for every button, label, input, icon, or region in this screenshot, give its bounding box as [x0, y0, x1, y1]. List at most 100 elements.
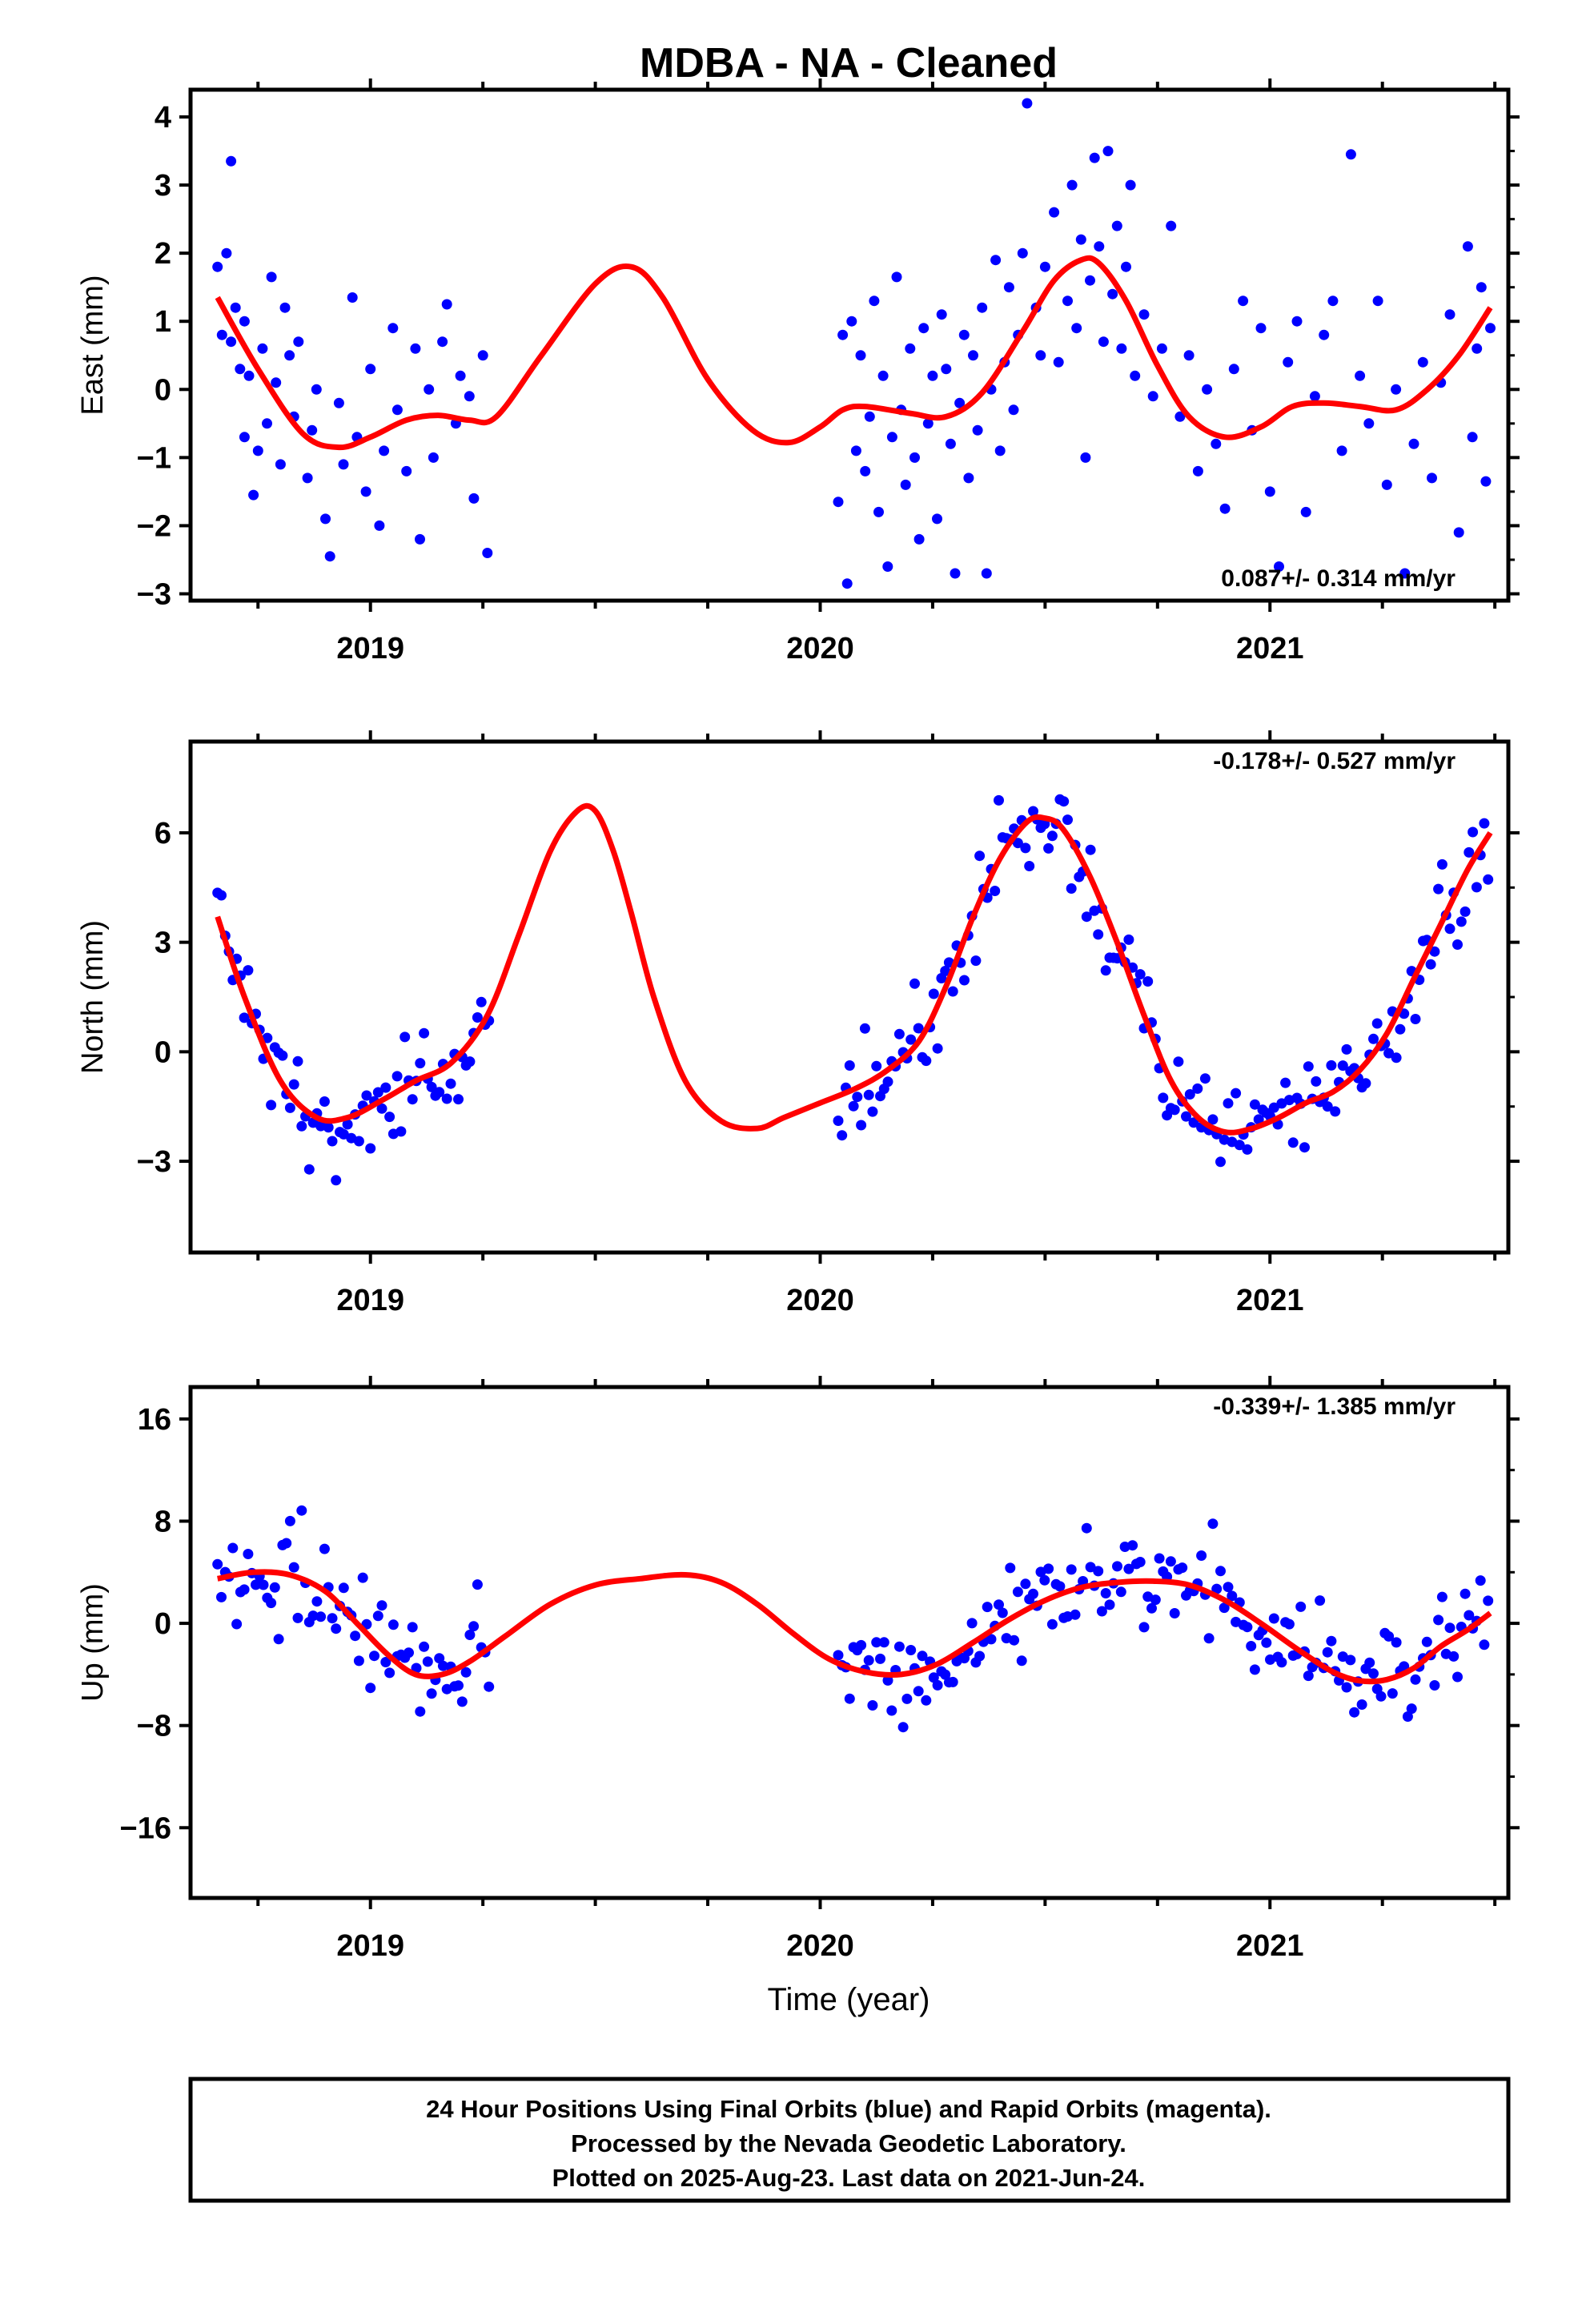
- north-data-point: [1043, 842, 1054, 854]
- north-data-point: [1303, 1061, 1314, 1072]
- north-data-point: [400, 1031, 411, 1043]
- north-data-point: [1436, 858, 1447, 870]
- north-data-point: [472, 1012, 483, 1023]
- up-data-point: [1112, 1561, 1122, 1572]
- north-data-point: [863, 1089, 874, 1100]
- north-data-point: [434, 1087, 445, 1098]
- north-data-point: [1330, 1106, 1341, 1117]
- east-data-point: [1039, 261, 1050, 272]
- up-data-point: [1276, 1657, 1287, 1668]
- north-data-point: [1184, 1089, 1195, 1100]
- east-data-point: [981, 568, 992, 579]
- north-data-point: [994, 794, 1004, 806]
- north-data-point: [1134, 969, 1146, 980]
- east-data-point: [284, 350, 295, 361]
- up-data-point: [319, 1543, 330, 1554]
- east-data-point: [936, 309, 947, 320]
- east-data-point: [1111, 220, 1122, 231]
- north-data-point: [396, 1126, 407, 1137]
- north-data-point: [1383, 1047, 1395, 1059]
- up-data-point: [415, 1706, 426, 1717]
- east-data-point: [869, 296, 880, 307]
- up-data-point: [331, 1623, 342, 1634]
- north-data-point: [376, 1103, 387, 1114]
- east-data-point: [1035, 350, 1046, 361]
- up-data-point: [1043, 1563, 1054, 1574]
- north-data-point: [372, 1087, 383, 1098]
- north-rate-label: -0.178+/- 0.527 mm/yr: [1213, 748, 1456, 774]
- east-data-point: [1238, 296, 1249, 307]
- east-plot-frame: [188, 87, 1511, 603]
- up-data-point: [1479, 1639, 1490, 1651]
- east-data-point: [922, 418, 934, 429]
- east-data-point: [333, 397, 344, 408]
- up-data-point: [484, 1681, 495, 1692]
- up-data-point: [284, 1515, 295, 1526]
- east-rate-label: 0.087+/- 0.314 mm/yr: [1221, 565, 1456, 592]
- east-data-point: [347, 292, 358, 303]
- east-data-point: [1467, 432, 1478, 443]
- up-data-point: [269, 1582, 280, 1593]
- north-data-point: [1024, 861, 1035, 871]
- north-data-point: [947, 986, 958, 997]
- east-data-point: [1309, 391, 1320, 402]
- east-ytick-label: 3: [155, 169, 171, 203]
- north-data-point: [1093, 929, 1104, 940]
- east-xtick-label: 2020: [786, 632, 854, 665]
- up-data-point: [357, 1572, 368, 1583]
- up-points-layer: [212, 1505, 1494, 1733]
- east-data-point: [212, 261, 223, 272]
- east-panel: −3 −2 −1 0 1 2 3 4 2019 2020 2021 East (mm) 0.087+…: [76, 78, 1520, 665]
- north-ytick-label: −3: [137, 1145, 171, 1179]
- east-data-point: [877, 370, 889, 381]
- north-data-point: [940, 966, 951, 976]
- east-data-point: [1156, 343, 1167, 354]
- north-data-point: [277, 1050, 288, 1061]
- up-data-point: [1177, 1562, 1188, 1574]
- up-data-point: [258, 1579, 269, 1590]
- north-data-point: [1192, 1083, 1203, 1094]
- up-data-point: [307, 1610, 319, 1622]
- north-data-point: [1425, 959, 1436, 970]
- up-data-point: [1150, 1594, 1161, 1606]
- east-data-point: [954, 397, 966, 408]
- north-data-point: [1391, 1052, 1402, 1063]
- up-xtick-label: 2019: [336, 1929, 404, 1963]
- north-data-point: [844, 1060, 855, 1071]
- east-data-point: [977, 302, 988, 313]
- east-data-point: [1274, 561, 1284, 572]
- up-data-point: [437, 1660, 448, 1671]
- east-data-point: [1355, 370, 1366, 381]
- east-data-point: [226, 155, 237, 167]
- north-data-point: [913, 1023, 924, 1034]
- east-data-point: [379, 445, 390, 456]
- up-data-point: [1475, 1575, 1486, 1586]
- east-data-point: [365, 364, 376, 375]
- up-ytick-label: −16: [120, 1811, 171, 1845]
- north-data-point: [1158, 1092, 1169, 1104]
- north-data-point: [239, 1012, 250, 1023]
- east-y-axis-label: East (mm): [76, 275, 110, 415]
- north-data-point: [1215, 1156, 1226, 1168]
- east-fit-curve: [215, 255, 1493, 451]
- east-data-point: [468, 493, 480, 504]
- east-data-point: [1102, 146, 1114, 157]
- east-data-point: [374, 520, 385, 531]
- up-data-point: [288, 1562, 299, 1573]
- up-ytick-label: 16: [138, 1403, 171, 1437]
- north-data-point: [342, 1119, 353, 1130]
- north-data-point: [1169, 1104, 1180, 1116]
- up-data-point: [905, 1645, 917, 1655]
- east-data-point: [1125, 179, 1136, 191]
- up-data-point: [1268, 1613, 1279, 1624]
- east-data-point: [994, 445, 1006, 456]
- up-data-point: [387, 1619, 399, 1630]
- north-data-point: [296, 1120, 307, 1132]
- up-data-point: [1410, 1674, 1421, 1685]
- up-data-point: [1421, 1636, 1432, 1647]
- north-data-point: [893, 1028, 905, 1039]
- east-data-point: [1202, 384, 1213, 395]
- up-data-point: [281, 1538, 292, 1549]
- north-data-point: [852, 1092, 863, 1103]
- east-data-point: [855, 350, 866, 361]
